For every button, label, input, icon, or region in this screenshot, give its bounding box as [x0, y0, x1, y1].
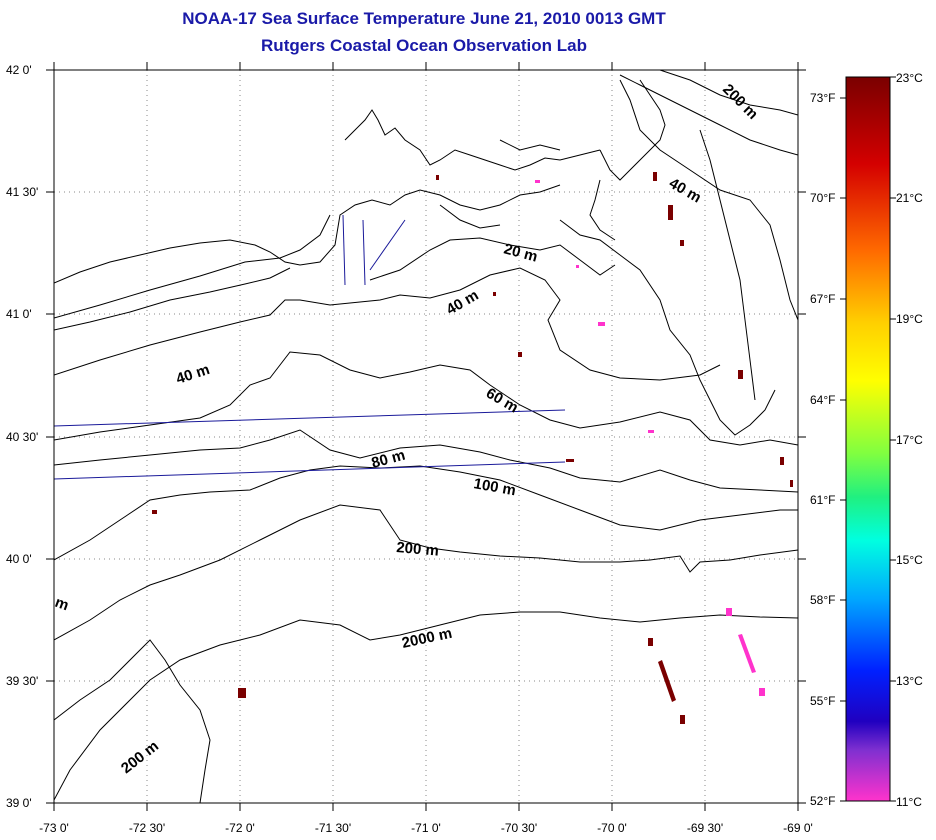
- colorbar-f-label: 64°F: [810, 393, 835, 407]
- map-frame: [53, 69, 799, 804]
- label-200m-mid: 200 m: [396, 539, 440, 560]
- colorbar-c-label: 13°C: [896, 674, 923, 688]
- longitude-labels: -73 0' -72 30' -72 0' -71 30' -71 0' -70…: [39, 821, 813, 835]
- lat-label: 40 30': [6, 430, 38, 444]
- contour-2000: [54, 611, 798, 801]
- lat-label: 42 0': [6, 63, 32, 77]
- colorbar-c-label: 15°C: [896, 553, 923, 567]
- colorbar-gradient: [845, 76, 891, 802]
- lon-label: -71 30': [315, 821, 351, 835]
- colorbar-c-label: 21°C: [896, 191, 923, 205]
- contour-40-east: [619, 79, 798, 321]
- label-m-edge: m: [53, 594, 71, 615]
- long-island-coast: [54, 184, 561, 284]
- contour-deep-ne: [619, 74, 798, 156]
- colorbar-f-label: 70°F: [810, 191, 835, 205]
- label-40m-ne: 40 m: [666, 175, 704, 207]
- colorbar-f-label: 52°F: [810, 794, 835, 808]
- lon-label: -73 0': [39, 821, 69, 835]
- connecticut-coast: [344, 109, 601, 171]
- lat-label: 41 0': [6, 307, 32, 321]
- label-200m-ne: 200 m: [719, 81, 761, 123]
- bathymetry-contours: [54, 70, 798, 803]
- cape-cod: [589, 79, 666, 241]
- lon-label: -70 0': [597, 821, 627, 835]
- colorbar: 73°F 70°F 67°F 64°F 61°F 58°F 55°F 52°F …: [810, 71, 923, 809]
- nantucket-shoals: [559, 219, 776, 436]
- colorbar-f-label: 73°F: [810, 91, 835, 105]
- colorbar-f-label: 55°F: [810, 694, 835, 708]
- label-40m-west: 40 m: [174, 361, 212, 388]
- colorbar-f-label: 67°F: [810, 292, 835, 306]
- lon-label: -72 0': [225, 821, 255, 835]
- latitude-labels: 42 0' 41 30' 41 0' 40 30' 40 0' 39 30' 3…: [6, 63, 38, 810]
- lon-label: -72 30': [129, 821, 165, 835]
- li-south-shore: [54, 267, 291, 331]
- contour-60: [54, 351, 798, 446]
- map-title: NOAA-17 Sea Surface Temperature June 21,…: [182, 9, 666, 28]
- colorbar-c-label: 23°C: [896, 71, 923, 85]
- contour-200: [54, 504, 798, 641]
- contour-80: [54, 429, 798, 493]
- contour-200-sw: [54, 639, 211, 803]
- label-2000m: 2000 m: [400, 625, 453, 652]
- colorbar-c-label: 19°C: [896, 312, 923, 326]
- frame-ticks: [46, 62, 806, 811]
- lon-label: -71 0': [411, 821, 441, 835]
- contour-200-ne: [659, 70, 798, 116]
- lat-lon-grid: [54, 70, 798, 803]
- colorbar-c-label: 11°C: [896, 795, 922, 809]
- satellite-tracks: [53, 214, 566, 480]
- colorbar-f-label: 58°F: [810, 593, 835, 607]
- label-40m-mid: 40 m: [444, 287, 482, 319]
- map-subtitle: Rutgers Coastal Ocean Observation Lab: [261, 36, 587, 55]
- label-100m: 100 m: [472, 475, 517, 499]
- colorbar-c-label: 17°C: [896, 433, 923, 447]
- contour-labels: 200 m 40 m 20 m 40 m 40 m 60 m 80 m 100 …: [53, 81, 762, 777]
- colorbar-f-label: 61°F: [810, 493, 835, 507]
- label-20m: 20 m: [502, 240, 539, 265]
- lat-label: 40 0': [6, 552, 32, 566]
- lat-label: 39 30': [6, 674, 38, 688]
- lon-label: -70 30': [501, 821, 537, 835]
- sst-pixels: [152, 172, 793, 724]
- lat-label: 41 30': [6, 185, 38, 199]
- label-200m-sw: 200 m: [118, 738, 162, 778]
- georges-shoals: [699, 129, 756, 401]
- lat-label: 39 0': [6, 796, 32, 810]
- lon-label: -69 30': [687, 821, 723, 835]
- lon-label: -69 0': [783, 821, 813, 835]
- shelf-offshore: [439, 139, 561, 229]
- contour-20: [54, 214, 616, 319]
- contour-40-west: [54, 267, 721, 381]
